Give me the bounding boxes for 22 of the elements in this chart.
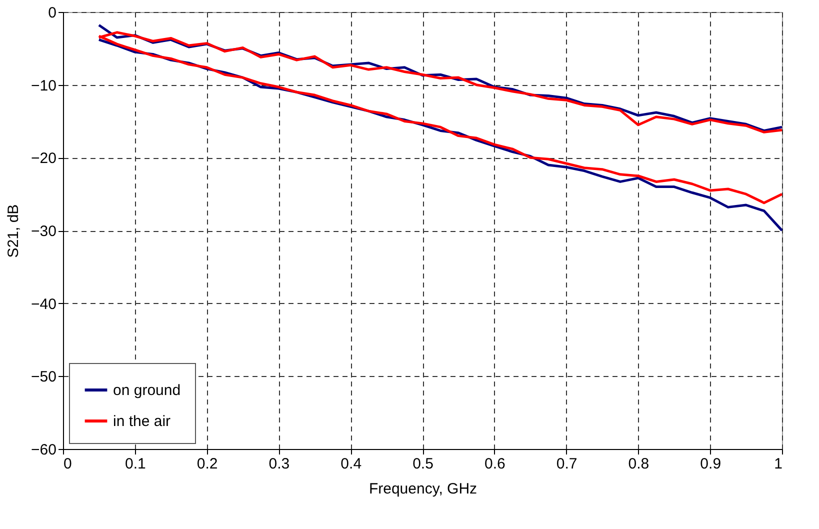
x-axis-title: Frequency, GHz (368, 480, 478, 498)
y-tick-label: −40 (31, 296, 56, 313)
x-tick-label: 0.8 (628, 456, 650, 472)
x-tick-label: 0 (64, 456, 72, 472)
x-tick-label: 0.4 (340, 456, 362, 472)
x-tick-label: 0.1 (124, 456, 146, 472)
x-tick-label: 0.3 (268, 456, 290, 472)
x-tick-label: 0.6 (484, 456, 506, 472)
x-tick-label: 0.9 (700, 456, 722, 472)
legend-label: on ground (113, 382, 181, 399)
y-tick-label: −10 (31, 77, 56, 94)
legend-label: in the air (113, 413, 171, 430)
y-tick-label: −50 (31, 368, 56, 386)
y-tick-label: −20 (31, 150, 56, 168)
y-tick-label: −60 (31, 442, 56, 458)
y-tick-label: −30 (31, 223, 56, 240)
x-tick-label: 0.7 (556, 456, 578, 472)
y-tick-label: 0 (48, 4, 56, 22)
x-tick-label: 0.2 (196, 456, 218, 472)
x-tick-label: 0.5 (412, 456, 434, 472)
y-axis-title: S21, dB (5, 204, 22, 258)
x-tick-label: 1 (774, 456, 782, 472)
